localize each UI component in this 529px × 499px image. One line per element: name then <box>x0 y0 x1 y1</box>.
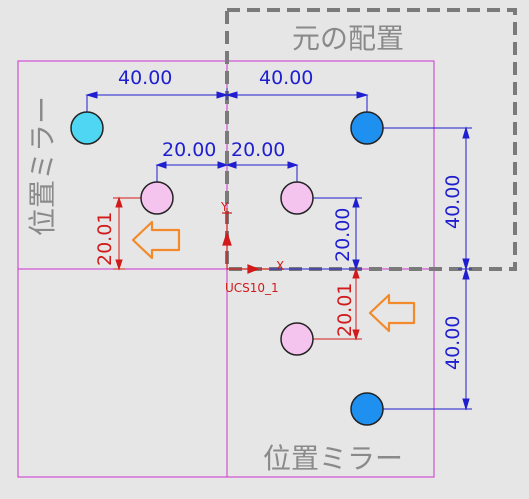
dim-mid-left-label: 20.00 <box>162 139 216 161</box>
ucs-axes <box>222 208 270 274</box>
dim-mid-right-label: 20.00 <box>231 139 285 161</box>
dim-red-right <box>308 267 362 341</box>
original-placement-label: 元の配置 <box>292 22 404 55</box>
hole-blue-top-right[interactable] <box>350 111 384 145</box>
dim-vertical-mid <box>228 196 362 271</box>
dim-top-left-label: 40.00 <box>118 67 172 89</box>
dim-vertical-mid-label: 20.00 <box>332 208 354 262</box>
ucs-x-label: X <box>276 259 284 273</box>
mirror-bottom-label: 位置ミラー <box>263 442 403 475</box>
dim-top-right-label: 40.00 <box>259 67 313 89</box>
arrow-left-icon <box>131 220 181 260</box>
hole-pink-bottom[interactable] <box>280 322 314 356</box>
hole-blue-bottom[interactable] <box>350 392 384 426</box>
dim-red-left <box>113 196 145 271</box>
mirror-left-label: 位置ミラー <box>26 96 59 236</box>
original-placement-box <box>225 8 517 271</box>
hole-pink-left[interactable] <box>140 181 174 215</box>
dim-right <box>380 126 472 411</box>
hole-cyan-top-left[interactable] <box>70 111 104 145</box>
dim-right-lower-label: 40.00 <box>442 316 464 370</box>
dim-right-upper-label: 40.00 <box>442 175 464 229</box>
dim-red-right-label: 20.01 <box>334 283 356 337</box>
ucs-y-label: Y <box>220 200 229 214</box>
arrow-left-icon <box>368 293 416 333</box>
dim-top <box>85 88 369 118</box>
hole-pink-right[interactable] <box>280 181 314 215</box>
dim-red-left-label: 20.01 <box>94 212 116 266</box>
ucs-label: UCS10_1 <box>225 281 279 295</box>
